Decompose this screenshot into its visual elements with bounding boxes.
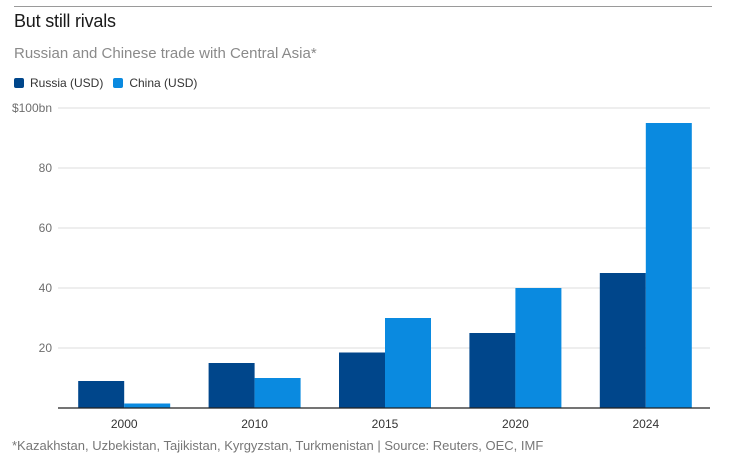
legend-swatch-russia [14,78,24,88]
bar-russia-2024 [599,273,646,408]
bar-russia-2015 [339,352,385,408]
legend: Russia (USD) China (USD) [14,76,207,90]
legend-label-china: China (USD) [129,76,198,90]
bar-russia-2020 [469,333,516,408]
legend-label-russia: Russia (USD) [30,76,104,90]
footnote: *Kazakhstan, Uzbekistan, Tajikistan, Kyr… [12,438,544,453]
top-rule [14,6,712,7]
legend-item-russia: Russia (USD) [14,76,103,90]
y-tick-label: 20 [39,341,53,355]
chart-title: But still rivals [14,11,116,31]
bar-china-2000 [124,403,171,408]
legend-item-china: China (USD) [113,76,197,90]
y-tick-label: 80 [39,161,53,175]
x-tick-label: 2020 [502,417,529,431]
x-tick-label: 2010 [241,417,268,431]
bar-china-2024 [645,123,692,408]
bar-russia-2010 [208,363,255,408]
chart-subtitle: Russian and Chinese trade with Central A… [14,45,317,62]
x-tick-label: 2015 [372,417,399,431]
y-tick-label: 60 [39,221,53,235]
legend-swatch-china [113,78,124,88]
x-tick-label: 2024 [632,417,659,431]
y-tick-label: 40 [39,281,53,295]
y-tick-label: $100bn [12,101,52,115]
bar-china-2020 [515,288,562,408]
bar-china-2010 [254,378,301,408]
bar-russia-2000 [78,381,125,408]
bar-china-2015 [385,318,431,408]
x-tick-label: 2000 [111,417,138,431]
